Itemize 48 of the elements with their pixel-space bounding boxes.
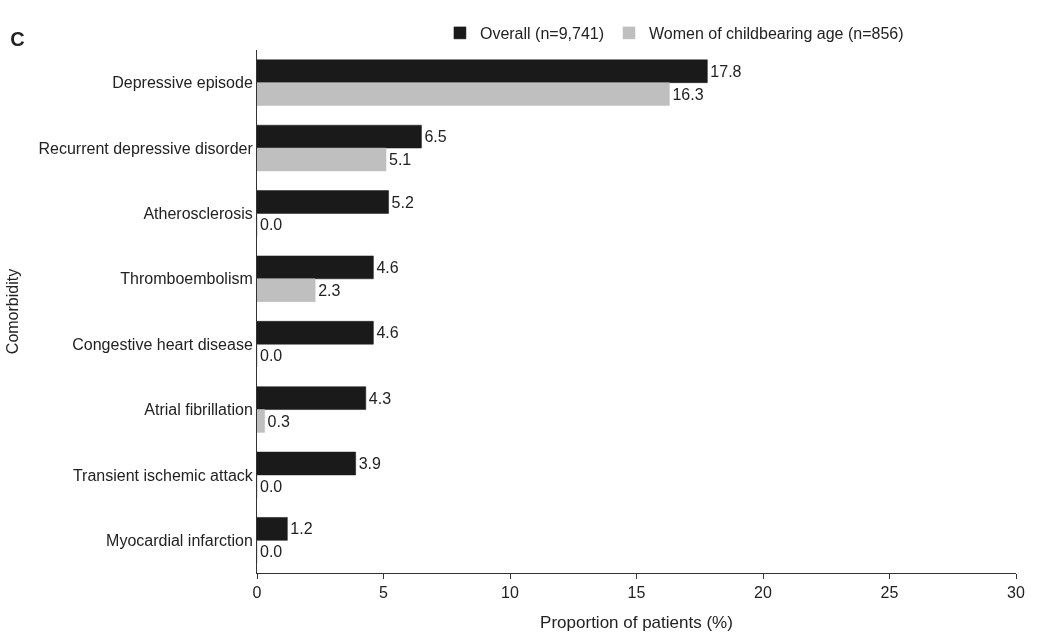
- data-label: 5.2: [391, 193, 414, 211]
- x-tick-label: 25: [880, 584, 899, 602]
- text: C: [10, 28, 25, 50]
- bar: [257, 517, 288, 541]
- y-tick-label: Myocardial infarction: [106, 531, 253, 549]
- data-label: 0.0: [260, 543, 283, 561]
- data-label: 3.9: [358, 455, 382, 472]
- data-label: 6.5: [424, 128, 447, 146]
- legend-label: Women of childbearing age (n=856): [649, 25, 904, 43]
- x-tick-label: 15: [627, 584, 646, 602]
- y-tick-label: Atrial fibrillation: [144, 401, 253, 419]
- data-label: 17.8: [710, 62, 742, 80]
- bar: [257, 190, 389, 214]
- legend-label: Overall (n=9,741): [479, 25, 605, 43]
- y-tick-label: Depressive episode: [112, 74, 253, 92]
- bar: [257, 82, 670, 106]
- bar: [257, 451, 356, 476]
- data-label: 5.1: [389, 151, 412, 168]
- bar: [257, 321, 374, 345]
- data-label: 4.6: [376, 258, 399, 276]
- bar: [257, 59, 708, 83]
- y-tick-label: Atherosclerosis: [143, 205, 253, 223]
- y-tick-label: Recurrent depressive disorder: [38, 139, 254, 157]
- x-tick-label: 20: [754, 584, 772, 602]
- data-label: 0.0: [260, 347, 283, 365]
- data-label: 16.3: [672, 85, 704, 103]
- bar: [257, 147, 387, 172]
- y-tick-label: Transient ischemic attack: [72, 466, 254, 484]
- bar: [257, 255, 374, 280]
- x-tick-label: 10: [501, 584, 519, 602]
- y-tick-label: Congestive heart disease: [72, 335, 253, 353]
- data-label: 2.3: [318, 281, 341, 299]
- data-label: 4.6: [376, 324, 399, 342]
- data-label: 0.0: [260, 216, 283, 234]
- x-tick-label: 0: [252, 584, 262, 602]
- data-label: 1.2: [290, 520, 313, 538]
- data-label: 0.0: [260, 477, 283, 495]
- data-label: 4.3: [368, 389, 392, 407]
- bar: [257, 278, 316, 302]
- bar: [257, 386, 367, 410]
- x-axis-title: Proportion of patients (%): [540, 612, 733, 632]
- x-tick-label: 30: [1007, 584, 1025, 602]
- bar: [257, 409, 265, 433]
- bar: [257, 124, 422, 149]
- x-tick-label: 5: [379, 584, 389, 602]
- data-label: 0.3: [267, 412, 290, 430]
- y-axis-title: Comorbidity: [4, 268, 22, 355]
- y-tick-label: Thromboembolism: [120, 270, 253, 288]
